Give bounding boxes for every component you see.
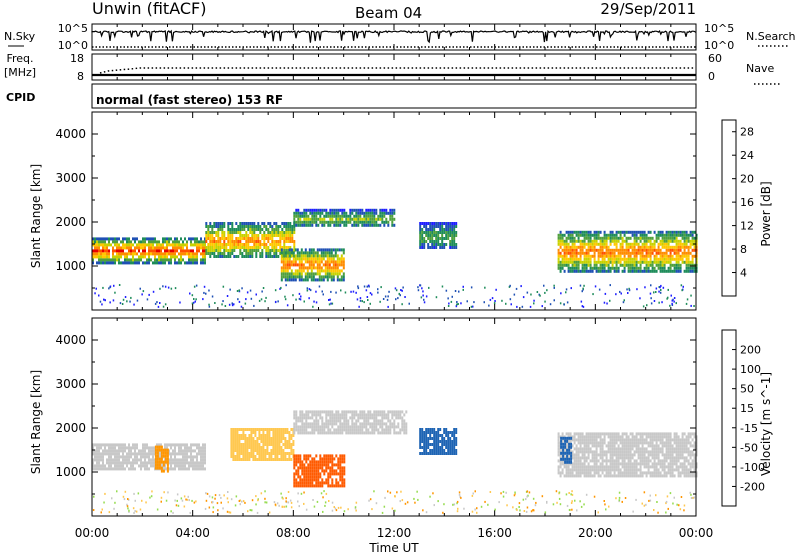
x-axis-title: Time UT [368, 541, 419, 554]
nsearch-tick-top: 10^5 [704, 22, 734, 35]
xtick-label: 00:00 [75, 526, 110, 540]
vel-cbar-tick-label: 50 [740, 383, 754, 396]
vel-echo-band [557, 432, 698, 478]
nsky-strip: N.Sky 10^5 10^0 10^5 10^0 N.Search [4, 22, 796, 52]
power-ytick-label: 1000 [55, 259, 86, 273]
power-cbar-tick-label: 20 [740, 173, 754, 186]
vel-cbar-tick-label: 200 [740, 344, 761, 357]
power-echo-band [419, 222, 458, 249]
x-tick-labels: 00:00 04:00 08:00 12:00 16:00 20:00 00:00 [75, 526, 714, 540]
velocity-panel: 1000 2000 3000 4000 Slant Range [km] 200 100… [29, 317, 773, 517]
xtick-label: 00:00 [679, 526, 714, 540]
vel-echo-band [293, 454, 346, 488]
power-echo-band [293, 208, 396, 227]
vel-ytick-label: 4000 [55, 333, 86, 347]
vel-echo-band [419, 428, 458, 455]
vel-echo-band [560, 436, 573, 464]
vel-echo-band [154, 445, 169, 473]
xtick-label: 12:00 [377, 526, 412, 540]
velocity-y-ticks: 1000 2000 3000 4000 [55, 333, 696, 495]
vel-echo-band [230, 428, 295, 461]
power-y-ticks: 1000 2000 3000 4000 [55, 127, 696, 289]
power-cbar-tick-label: 12 [740, 220, 754, 233]
date-title: 29/Sep/2011 [600, 0, 696, 18]
freq-tick-bottom: 8 [77, 70, 84, 83]
power-ytick-label: 2000 [55, 215, 86, 229]
vel-cbar-tick-label: 100 [740, 363, 761, 376]
power-colorbar: 4 8 12 16 20 24 28 [721, 119, 754, 297]
nave-tick-top: 60 [708, 52, 722, 65]
velocity-colorbar: 200 100 50 15 -15 -50 -100 -200 [721, 329, 765, 507]
velocity-echo-bands [92, 410, 698, 514]
vel-ytick-label: 2000 [55, 421, 86, 435]
velocity-frame [91, 317, 697, 517]
xtick-label: 20:00 [578, 526, 613, 540]
cpid-text: normal (fast stereo) 153 RF [96, 93, 283, 107]
nave-label: Nave [746, 62, 774, 75]
xtick-label: 16:00 [477, 526, 512, 540]
power-near-range-speckle [94, 284, 695, 308]
beam-title: Beam 04 [355, 4, 422, 22]
vel-echo-band [92, 443, 206, 471]
nave-trace [99, 67, 696, 74]
vel-cbar-tick-label: -50 [740, 441, 758, 454]
power-echo-band [280, 248, 345, 282]
nsky-tick-top: 10^5 [58, 22, 88, 35]
power-ytick-label: 4000 [55, 127, 86, 141]
nave-tick-bottom: 0 [708, 70, 715, 83]
vel-cbar-tick-label: -15 [740, 422, 758, 435]
vel-echo-band [293, 410, 408, 435]
power-cbar-tick-label: 24 [740, 149, 754, 162]
nsky-tick-bottom: 10^0 [58, 39, 88, 52]
freq-strip: Freq. [MHz] 18 8 60 0 Nave [4, 52, 780, 85]
xtick-label: 08:00 [276, 526, 311, 540]
power-cbar-tick-label: 8 [740, 243, 747, 256]
power-cbar-tick-label: 4 [740, 267, 747, 280]
freq-unit-label: [MHz] [4, 66, 36, 79]
cpid-strip: CPID normal (fast stereo) 153 RF [6, 83, 697, 109]
cpid-label: CPID [6, 91, 35, 104]
velocity-colorbar-label: Velocity [m s^-1] [759, 372, 773, 476]
vel-ytick-label: 1000 [55, 465, 86, 479]
nsky-label: N.Sky [4, 30, 36, 43]
station-title: Unwin (fitACF) [92, 0, 206, 18]
power-echo-bands [92, 208, 698, 308]
power-colorbar-label: Power [dB] [759, 181, 773, 246]
nsearch-label: N.Search [746, 30, 796, 43]
vel-cbar-tick-label: -200 [740, 480, 765, 493]
freq-tick-top: 18 [70, 52, 84, 65]
nsearch-tick-bottom: 10^0 [704, 39, 734, 52]
power-cbar-tick-label: 16 [740, 196, 754, 209]
power-ylabel: Slant Range [km] [29, 164, 43, 268]
velocity-ylabel: Slant Range [km] [29, 370, 43, 474]
xtick-label: 04:00 [175, 526, 210, 540]
vel-ytick-label: 3000 [55, 377, 86, 391]
power-x-ticks [91, 24, 697, 516]
power-echo-band [92, 237, 206, 265]
vel-near-range-speckle [92, 490, 696, 514]
power-echo-band [557, 230, 698, 273]
power-ytick-label: 3000 [55, 171, 86, 185]
vel-cbar-tick-label: 15 [740, 402, 754, 415]
vel-cbar-tick-label: -100 [740, 461, 765, 474]
freq-label: Freq. [6, 52, 33, 65]
power-echo-band [205, 222, 296, 258]
power-cbar-tick-label: 28 [740, 126, 754, 139]
